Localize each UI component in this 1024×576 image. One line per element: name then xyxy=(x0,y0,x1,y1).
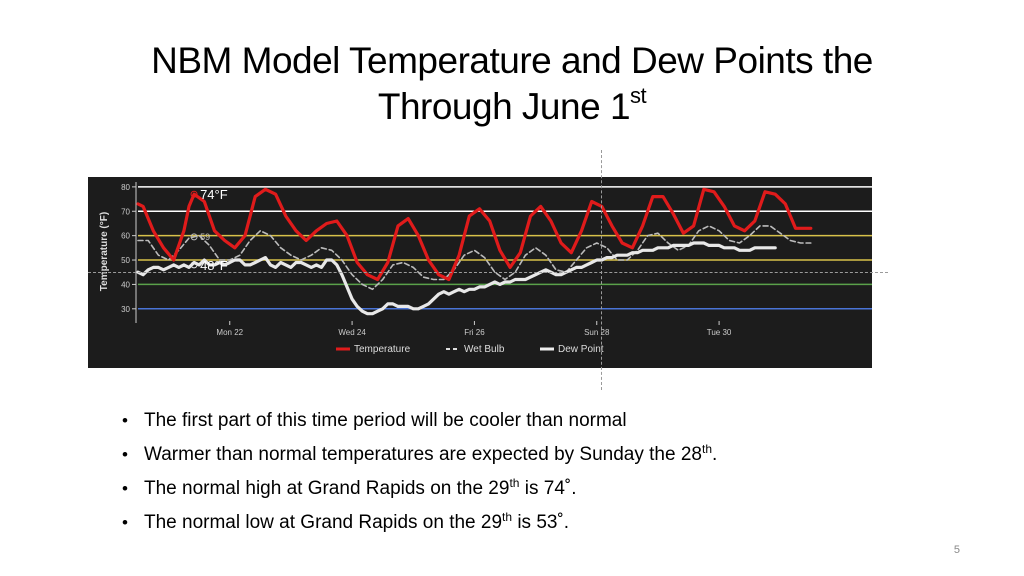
x-tick-label: Tue 30 xyxy=(707,328,732,337)
tooltip-marker-wet-bulb xyxy=(190,233,198,241)
tooltip-temperature: 74°F xyxy=(200,187,228,202)
series-line-wet-bulb xyxy=(137,225,812,291)
y-tick-label: 40 xyxy=(121,280,130,289)
bullet-item: • Warmer than normal temperatures are exp… xyxy=(122,442,718,465)
title-line-2-text: Through June 1 xyxy=(377,86,631,127)
y-tick-label: 70 xyxy=(121,207,130,216)
y-tick-label: 50 xyxy=(121,256,130,265)
slide-title: NBM Model Temperature and Dew Points the… xyxy=(60,38,964,130)
series-line-dew-point xyxy=(136,241,777,316)
bullet-item: • The normal high at Grand Rapids on the … xyxy=(122,476,577,499)
crosshair-vertical xyxy=(601,150,602,390)
y-tick-label: 60 xyxy=(121,232,130,241)
x-tick-label: Wed 24 xyxy=(338,328,366,337)
bullet-list: • The first part of this time period will… xyxy=(118,404,938,540)
tooltip-wet-bulb: 59 xyxy=(200,232,210,242)
tooltip-dew-point: 48°F xyxy=(200,258,228,273)
y-axis-label: Temperature (°F) xyxy=(99,212,110,291)
series-line-temperature xyxy=(136,187,813,282)
crosshair-horizontal xyxy=(88,272,888,273)
x-tick-label: Fri 26 xyxy=(464,328,485,337)
title-line-1: NBM Model Temperature and Dew Points the xyxy=(151,40,873,81)
tooltip-marker-dew-point xyxy=(190,261,198,269)
legend-label-temperature: Temperature xyxy=(354,344,411,355)
y-tick-label: 30 xyxy=(121,305,130,314)
slide-number: 5 xyxy=(953,544,960,556)
bullet-item: • The first part of this time period will… xyxy=(122,410,627,431)
tooltip-marker-temperature xyxy=(190,190,198,198)
legend-label-wet-bulb: Wet Bulb xyxy=(464,344,505,355)
y-tick-label: 80 xyxy=(121,183,130,192)
title-line-2: Through June 1st xyxy=(60,84,964,130)
x-tick-label: Mon 22 xyxy=(216,328,243,337)
bullet-item: • The normal low at Grand Rapids on the 2… xyxy=(122,510,570,533)
legend-label-dew-point: Dew Point xyxy=(558,344,604,355)
x-tick-label: Sun 28 xyxy=(584,328,610,337)
title-line-2-sup: st xyxy=(630,83,647,108)
